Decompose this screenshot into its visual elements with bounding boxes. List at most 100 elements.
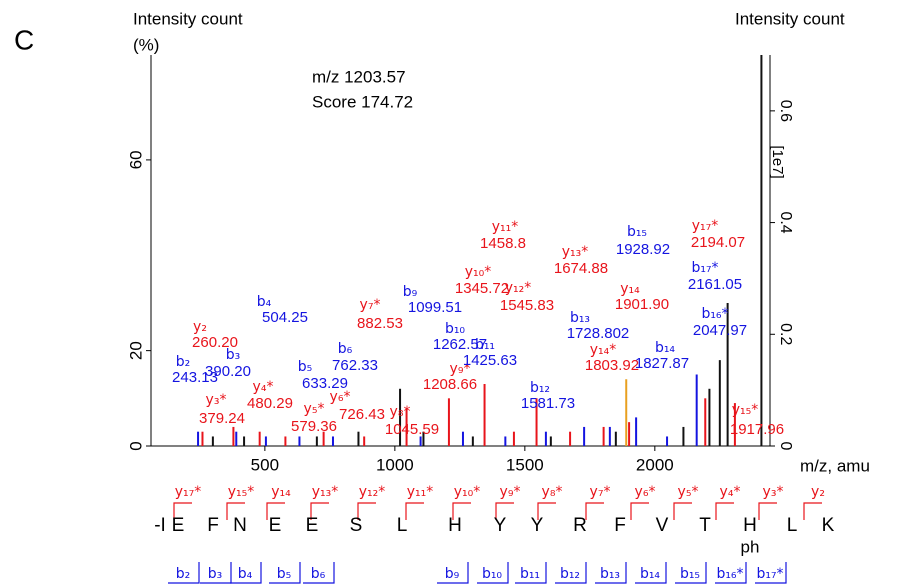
ion-label: y₇* xyxy=(360,297,381,313)
ion-label: y₄* xyxy=(253,379,274,395)
ion-mz: 1728.802 xyxy=(567,325,630,342)
b-bracket xyxy=(303,562,335,584)
ion-label: y₂ xyxy=(193,319,207,335)
y2-axis-label: Intensity count xyxy=(735,9,845,28)
y-tick-label: 0 xyxy=(126,441,145,450)
ion-mz: 1803.92 xyxy=(585,357,639,374)
x-tick-label: 2000 xyxy=(636,455,674,474)
ion-label: b₁₃ xyxy=(570,310,590,326)
ion-label: y₁₄* xyxy=(590,342,617,358)
b-ion: b₉ xyxy=(445,566,460,582)
y-bracket xyxy=(585,502,604,520)
ion-mz: 243.13 xyxy=(172,369,218,386)
residue: R xyxy=(573,515,587,536)
b-ion: b₁₀ xyxy=(482,566,502,582)
y-ion: y₂ xyxy=(811,484,825,500)
residue: V xyxy=(656,515,669,536)
b-bracket xyxy=(269,562,301,584)
ion-label: y₁₁* xyxy=(492,219,519,235)
panel-label: C xyxy=(14,24,34,55)
ion-label: b₁₆* xyxy=(701,306,728,322)
y2-tick-label: 0.6 xyxy=(777,100,794,122)
ion-label: b₆ xyxy=(338,341,353,357)
ion-mz: 1827.87 xyxy=(635,355,689,372)
b-bracket xyxy=(168,562,200,584)
b-ion: b₁₁ xyxy=(520,566,540,582)
y-bracket xyxy=(537,502,556,520)
residue: H xyxy=(743,515,757,536)
b-bracket xyxy=(595,562,627,584)
b-ion: b₁₅ xyxy=(680,566,700,582)
y-bracket xyxy=(173,502,192,520)
x-axis-label: m/z, amu xyxy=(800,456,870,475)
y-tick-label: 20 xyxy=(126,341,145,360)
ion-label: y₈* xyxy=(390,404,411,420)
b-bracket xyxy=(555,562,587,584)
y2-tick-label: 0 xyxy=(777,442,794,451)
ion-mz: 1099.51 xyxy=(408,299,462,316)
ion-label: y₁₂* xyxy=(505,280,532,296)
y2-tick-label: 0.4 xyxy=(777,211,794,233)
ion-mz: 1208.66 xyxy=(423,376,477,393)
ion-label: b₁₀ xyxy=(445,321,465,337)
ion-label: y₁₇* xyxy=(692,218,719,234)
y-ion: y₅* xyxy=(678,484,699,500)
b-bracket xyxy=(515,562,547,584)
y-ion: y₉* xyxy=(500,484,521,500)
b-bracket xyxy=(755,562,787,584)
ion-mz: 504.25 xyxy=(262,309,308,326)
ion-mz: 480.29 xyxy=(247,395,293,412)
y-ion: y₁₇* xyxy=(175,484,202,500)
ion-label: b₁₅ xyxy=(627,224,647,240)
b-ion: b₂ xyxy=(176,566,191,582)
x-tick-label: 1500 xyxy=(506,455,544,474)
ion-label: b₃ xyxy=(226,347,241,363)
ion-mz: 1928.92 xyxy=(616,241,670,258)
b-ion: b₄ xyxy=(238,566,253,582)
ion-label: b₁₇* xyxy=(691,260,718,276)
ion-mz: 579.36 xyxy=(291,418,337,435)
y-ion: y₁₁* xyxy=(407,484,434,500)
b-ion: b₁₆* xyxy=(716,566,743,582)
precursor: m/z 1203.57 xyxy=(312,67,406,86)
ion-label: y₁₃* xyxy=(562,244,589,260)
ion-mz: 726.43 xyxy=(339,406,385,423)
ion-label: b₅ xyxy=(298,359,313,375)
residue: E xyxy=(172,515,185,536)
y-ion: y₆* xyxy=(635,484,656,500)
y-ion: y₁₀* xyxy=(454,484,481,500)
ion-mz: 2194.07 xyxy=(691,234,745,251)
b-bracket xyxy=(230,562,262,584)
ion-mz: 390.20 xyxy=(205,363,251,380)
ion-label: b₁₂ xyxy=(530,380,550,396)
y-axis-label: Intensity count xyxy=(133,9,243,28)
b-ion: b₁₄ xyxy=(640,566,660,582)
x-tick-label: 1000 xyxy=(376,455,414,474)
ion-mz: 1262.57 xyxy=(433,336,487,353)
y-bracket xyxy=(673,502,692,520)
y-ion: y₇* xyxy=(590,484,611,500)
y-bracket xyxy=(266,502,285,520)
b-ion: b₁₃ xyxy=(600,566,620,582)
y-ion: y₃* xyxy=(763,484,784,500)
ion-mz: 1674.88 xyxy=(554,260,608,277)
y-bracket xyxy=(357,502,376,520)
ion-mz: 1425.63 xyxy=(463,352,517,369)
ion-mz: 1901.90 xyxy=(615,296,669,313)
y-bracket xyxy=(226,502,245,520)
ion-mz: 1045.59 xyxy=(385,421,439,438)
b-bracket xyxy=(437,562,469,584)
y2-tick-label: 0.2 xyxy=(777,323,794,345)
y-tick-label: 60 xyxy=(126,150,145,169)
ion-mz: 633.29 xyxy=(302,375,348,392)
ion-label: y₁₅* xyxy=(732,402,759,418)
y-ion: y₁₅* xyxy=(228,484,255,500)
y-ion: y₁₃* xyxy=(312,484,339,500)
residue: F xyxy=(207,515,219,536)
modification: ph xyxy=(741,537,760,556)
ion-mz: 379.24 xyxy=(199,410,245,427)
residue: L xyxy=(397,515,408,536)
b-bracket xyxy=(715,562,747,584)
b-ion: b₃ xyxy=(208,566,223,582)
y-bracket xyxy=(452,502,471,520)
